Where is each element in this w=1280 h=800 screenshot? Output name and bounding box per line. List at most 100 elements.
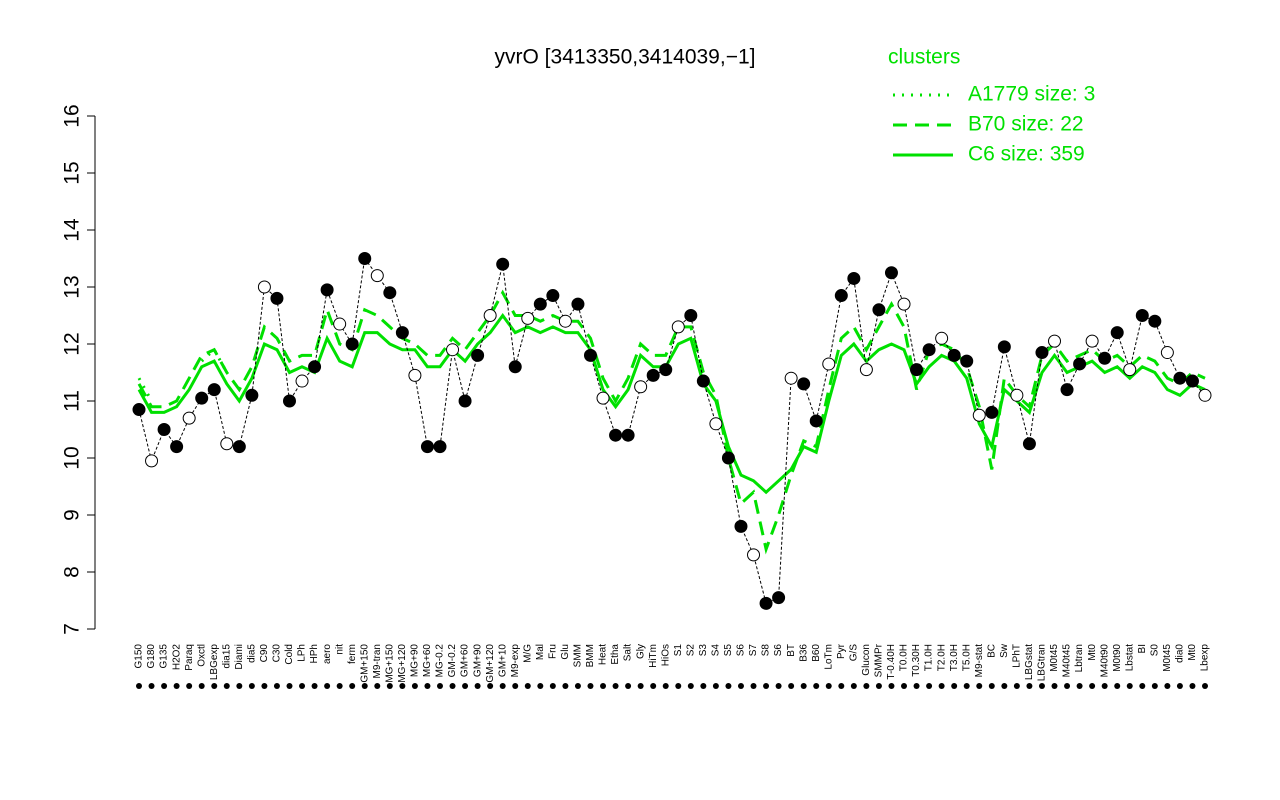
x-tick-label: SMMPr [874,643,885,677]
x-tick-label: S6 [773,644,784,657]
x-tick-label: S5 [723,644,734,657]
y-tick-label: 16 [61,104,84,127]
data-point [558,314,572,328]
data-point [1022,437,1036,451]
data-point [797,377,811,391]
x-tick-label: Paraq [184,644,195,671]
x-rug-dot [424,683,431,689]
x-tick-label: GM+10 [497,644,508,678]
y-tick-label: 12 [61,332,84,355]
x-tick-label: dia0 [1175,644,1186,663]
x-tick-label: T5.0H [961,644,972,671]
x-tick-label: LPh [297,644,308,662]
x-tick-label: S1 [673,644,684,657]
data-point [646,368,660,382]
data-point [308,360,322,374]
x-rug-dot [800,683,807,689]
x-rug-dot [1001,683,1008,689]
x-tick-label: M0t45 [1162,644,1173,672]
x-tick-label: Diami [234,644,245,670]
x-rug-dot [273,683,280,689]
data-point [772,591,786,605]
y-tick-label: 14 [61,218,84,242]
x-tick-label: aero [322,644,333,664]
data-point [1060,383,1074,397]
data-point [408,368,422,382]
x-rug-dot [825,683,832,689]
data-point [295,374,309,388]
data-point [759,596,773,610]
x-tick-label: G150 [134,644,145,669]
data-point [270,291,284,305]
x-rug-dot [148,683,155,689]
data-point [333,317,347,331]
data-point [884,266,898,280]
x-tick-label: dia5 [247,644,258,663]
x-tick-label: M0t90 [1112,644,1123,672]
data-point [370,269,384,283]
x-tick-label: GM-0.2 [447,644,458,678]
x-rug-dot [788,683,795,689]
data-point [182,411,196,425]
x-tick-label: Pyr [836,643,847,659]
x-rug-dot [361,683,368,689]
x-rug-dot [712,683,719,689]
data-point [972,408,986,422]
x-tick-label: Lbstat [1124,644,1135,671]
x-tick-label: S2 [685,644,696,657]
data-point [634,380,648,394]
data-point [747,548,761,562]
data-point [546,289,560,303]
x-tick-label: Lbtran [1074,644,1085,672]
x-rug-dot [136,683,142,689]
data-point [1148,314,1162,328]
data-point [1123,363,1137,377]
data-point [897,297,911,311]
x-rug-dot [1013,683,1020,689]
x-rug-dot [1189,683,1196,689]
x-tick-label: BT [786,644,797,657]
data-point [170,440,184,454]
x-tick-label: Mt0 [1187,644,1198,661]
x-rug-dot [687,683,694,689]
x-rug-dot [324,683,331,689]
x-tick-label: T-0.40H [886,644,897,680]
x-rug-dot [474,683,481,689]
x-tick-label: Mt0 [1087,644,1098,661]
x-rug-dot [838,683,845,689]
x-tick-label: T1.0H [924,644,935,671]
x-rug-dot [813,683,820,689]
x-tick-label: HPh [309,644,320,663]
x-tick-label: Heat [598,644,609,665]
x-rug-dot [449,683,456,689]
data-point [157,423,171,436]
x-rug-dot [675,683,682,689]
x-tick-label: LBGstat [1024,644,1035,680]
x-tick-label: G135 [159,644,170,669]
data-point [446,343,460,357]
data-point [1160,346,1174,360]
data-point [132,403,146,417]
x-tick-label: Gly [635,644,646,659]
data-point [596,391,610,405]
x-tick-label: MG-0.2 [435,644,446,678]
x-rug-dot [988,683,995,689]
x-tick-label: nit [334,644,345,655]
x-tick-label: BMM [585,644,596,667]
data-point [935,331,949,345]
data-point [709,417,723,431]
data-point [922,343,936,357]
x-tick-label: LBGexp [209,644,220,681]
data-point [471,348,485,362]
x-rug-dot [349,683,356,689]
data-point [521,311,535,325]
x-rug-dot [223,683,230,689]
data-point [1198,388,1212,402]
x-rug-dot [1089,683,1096,689]
x-tick-label: LoTm [823,644,834,670]
x-rug-dot [662,683,669,689]
x-tick-label: BC [986,644,997,658]
x-tick-label: Glucon [861,644,872,676]
data-point [734,519,748,533]
x-tick-label: MG+150 [384,644,395,683]
